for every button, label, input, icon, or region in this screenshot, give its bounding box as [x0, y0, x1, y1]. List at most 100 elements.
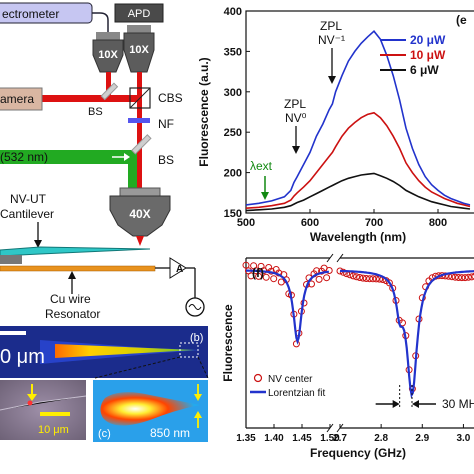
annotation-lambda-ext: λext [250, 159, 273, 173]
axis-break-marks [326, 253, 344, 433]
data-point [464, 273, 472, 281]
x-tick-label-e: 700 [365, 217, 383, 229]
data-point [359, 274, 367, 282]
spectrometer-label: ectrometer [2, 7, 59, 21]
annotation-nv-zero: NV⁰ [285, 111, 307, 125]
data-point [356, 274, 364, 281]
cu-wire-label: Cu wire [50, 292, 91, 306]
legend-label-0: 20 μW [410, 33, 446, 47]
y-tick-label-e: 350 [224, 46, 242, 58]
objective-10x-left: 10X [92, 32, 124, 73]
x-axis-label-e: Wavelength (nm) [310, 230, 406, 244]
fit-line-left [246, 269, 329, 345]
panel-c-arrow-down-icon [194, 394, 202, 401]
x-tick-label-e: 800 [429, 217, 447, 229]
x-tick-label-e: 500 [237, 217, 255, 229]
y-tick-label-e: 250 [224, 127, 242, 139]
linewidth-arrowhead-right [412, 400, 419, 408]
y-axis-label-e: Fluorescence (a.u.) [197, 57, 211, 166]
photo-inset: 10 μm [0, 380, 87, 440]
x-tick-label-f: 2.8 [374, 433, 388, 444]
data-point [270, 275, 278, 283]
linewidth-arrowhead-left [392, 400, 400, 408]
objective-40x-label: 40X [129, 207, 150, 221]
x-tick-label-f: 3.0 [456, 433, 470, 444]
annotation-arrowhead-1 [328, 76, 336, 84]
data-point [315, 275, 323, 283]
x-tick-label-f: 1.35 [236, 433, 256, 444]
data-point [325, 267, 333, 274]
panel-b-scale-label: 0 μm [0, 346, 45, 368]
panel-c-scale-label: 850 nm [150, 426, 190, 440]
plot-frame-f [245, 257, 474, 429]
annotation-arrowhead-ext [261, 192, 269, 200]
data-point [362, 275, 370, 282]
y-tick-label-e: 400 [224, 6, 242, 18]
data-point [242, 261, 250, 269]
data-point [247, 272, 255, 280]
laser-label: (532 nm) [0, 150, 48, 164]
data-point [468, 273, 474, 281]
x-tick-label-f: 2.9 [415, 433, 429, 444]
setup-schematic: ectrometer APD 10X 10X amera BS CBS [0, 2, 205, 321]
x-tick-label-f: 2.7 [333, 433, 347, 444]
apd-box [114, 3, 164, 23]
data-point [349, 272, 357, 280]
data-point [458, 274, 466, 282]
objective-40x: 40X [109, 187, 171, 246]
legend-label-fit: Lorentzian fit [268, 388, 325, 399]
series-line-1 [245, 111, 471, 209]
y-tick-label-e: 300 [224, 87, 242, 99]
objective-10x-left-label: 10X [98, 49, 118, 61]
bs-lower-label: BS [158, 153, 174, 167]
data-point [369, 275, 377, 283]
nf-label: NF [158, 117, 174, 131]
data-point [262, 273, 270, 281]
y-axis-label-f: Fluorescence [221, 304, 235, 382]
x-axis-label-f: Frequency (GHz) [310, 446, 406, 460]
cbs-cube [129, 87, 151, 109]
cu-wire [0, 265, 156, 272]
scale-bar-b [0, 331, 26, 335]
legend-label-1: 10 μW [410, 48, 446, 62]
cantilever [0, 246, 151, 257]
beamsplitter-lower [131, 134, 152, 155]
bs-upper-label: BS [88, 106, 103, 118]
cantilever-label: Cantilever [0, 207, 54, 221]
panel-e-letter: (e [456, 13, 467, 27]
series-line-0 [245, 30, 471, 206]
data-point [471, 272, 474, 280]
x-tick-label-f: 1.50 [320, 433, 340, 444]
amplifier [169, 257, 187, 279]
substrate [0, 255, 22, 264]
photo-arrow-icon [27, 394, 37, 401]
panel-f-chart: 1.35 1.40 1.45 1.502.7 2.8 2.9 3.0 Frequency (G… [221, 253, 474, 460]
objective-10x-right: 10X [123, 25, 155, 73]
data-point [292, 340, 300, 348]
plot-frame-e [245, 10, 474, 214]
panel-c-arrow-up-icon [194, 411, 202, 418]
panel-c-map: (c) 850 nm [93, 380, 208, 442]
data-point [372, 275, 380, 283]
panel-e-chart: 500 600 700 800 150 200 250 300 350 400 Wavelength… [197, 6, 474, 244]
annotation-arrowhead-2 [292, 146, 300, 154]
amplifier-label: A [176, 264, 183, 275]
laser-beam [0, 150, 137, 164]
cbs-label: CBS [158, 91, 183, 105]
annotation-zpl-1: ZPL [320, 19, 342, 33]
panel-f-letter: (f) [252, 266, 264, 280]
legend-label-2: 6 μW [410, 63, 439, 77]
annotation-zpl-2: ZPL [284, 97, 306, 111]
beamsplitter-upper [100, 82, 119, 101]
data-point [323, 274, 331, 282]
series-line-2 [245, 172, 471, 212]
data-point [385, 279, 393, 287]
y-tick-label-e: 200 [224, 168, 242, 180]
data-point [255, 272, 263, 280]
notch-filter [128, 118, 150, 123]
x-tick-label-f: 1.45 [292, 433, 312, 444]
apd-label: APD [128, 8, 151, 20]
annotation-nv-minus: NV⁻¹ [318, 33, 345, 47]
linewidth-label: 30 MHz [442, 397, 474, 411]
